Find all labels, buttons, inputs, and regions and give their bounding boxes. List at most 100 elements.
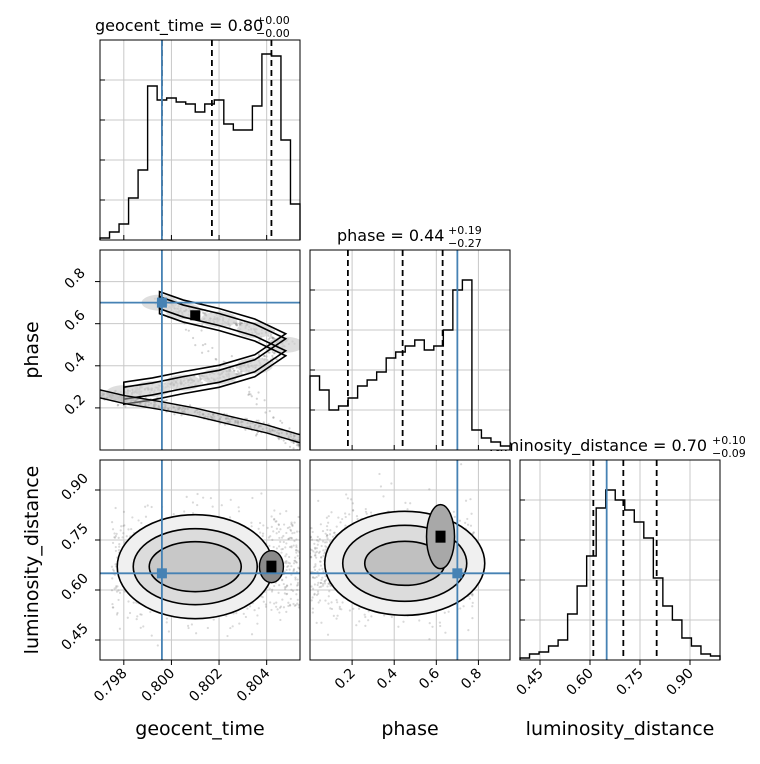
sample-point [297,566,300,569]
sample-point [352,509,355,512]
x-tick-label-geocent-time: 0.802 [186,666,226,706]
sample-point [294,604,297,607]
sample-point [294,578,297,581]
panel-frame [309,249,511,451]
sample-point [272,352,276,355]
sample-point [379,485,383,488]
sample-point [278,606,282,609]
sample-point [226,634,229,638]
panel-frame [309,459,511,661]
sample-point [279,528,282,531]
sample-point [255,403,258,406]
sample-point [300,440,302,442]
sample-point [250,521,253,524]
sample-point [314,564,317,568]
panel-background [520,460,720,660]
sample-point [202,496,205,499]
sample-point [310,556,313,559]
sample-point [300,441,302,443]
sample-point [280,551,283,554]
sample-point [122,510,126,514]
sample-point [282,540,285,544]
sample-point [355,624,358,627]
sample-point [277,523,280,526]
sample-point [364,510,368,513]
x-tick-label-geocent-time: 0.800 [139,666,179,706]
sample-point [313,542,316,545]
sample-point [364,624,367,628]
sample-point [283,570,286,573]
sample-point [275,605,278,608]
sample-point [274,520,277,523]
sample-point [297,443,300,447]
sample-point [314,547,317,550]
sample-point [355,515,359,518]
x-tick-label-phase: 0.6 [416,665,443,692]
sample-point [78,390,80,392]
sample-point [173,413,176,416]
sample-point [335,598,338,602]
sample-point [287,537,290,541]
sample-point [258,521,262,525]
sample-point [249,393,252,396]
sample-point [90,388,92,390]
sample-point [310,548,313,552]
sample-point [272,416,275,419]
sample-point [238,321,242,324]
sample-point [290,537,294,540]
sample-point [228,516,232,519]
sample-point [140,521,143,525]
sample-point [322,554,325,558]
sample-point [296,549,299,552]
sample-point [290,545,293,548]
sample-point [292,602,295,606]
sample-point [471,617,474,620]
sample-point [318,550,321,553]
histogram-panel-geocent-time [99,39,301,241]
sample-point [135,618,138,621]
sample-point [264,411,267,414]
y-axis-label-phase: phase [21,321,43,378]
sample-point [291,532,294,535]
sample-point [326,528,329,532]
sample-point [296,581,300,584]
sample-point [289,583,293,586]
sample-point [201,344,205,347]
sample-point [125,535,128,538]
sample-point [284,560,287,563]
sample-point [323,582,326,585]
sample-point [305,437,307,439]
sample-point [235,323,238,326]
truth-marker [156,568,167,579]
sample-point [318,537,321,541]
sample-point [289,529,293,532]
sample-point [87,392,89,394]
density-peak [266,560,277,573]
sample-point [253,609,256,612]
sample-point [462,605,465,608]
sample-point [281,598,284,601]
sample-point [248,390,251,393]
sample-point [293,539,296,543]
sample-point [271,538,274,541]
sample-point [295,560,298,564]
y-tick-label-luminosity-distance: 0.75 [58,520,91,553]
sample-point [273,602,276,605]
sample-point [114,534,118,538]
sample-point [460,463,463,466]
sample-point [316,535,319,538]
sample-point [444,631,447,634]
sample-point [350,498,353,501]
sample-point [236,370,239,373]
sample-point [277,530,281,533]
sample-point [273,351,276,354]
sample-point [118,545,121,548]
sample-point [268,337,271,340]
sample-point [294,556,297,559]
sample-point [302,443,304,445]
sample-point [315,575,318,579]
sample-point [114,549,118,553]
sample-point [117,598,120,602]
sample-point [116,611,119,615]
truth-marker [452,568,463,579]
